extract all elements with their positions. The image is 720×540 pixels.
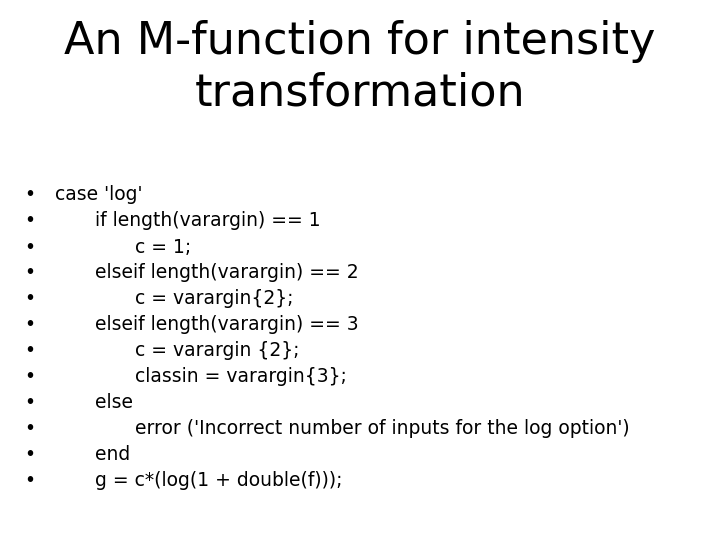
- Text: •: •: [24, 341, 35, 361]
- Text: •: •: [24, 471, 35, 490]
- Text: c = varargin {2};: c = varargin {2};: [135, 341, 300, 361]
- Text: g = c*(log(1 + double(f)));: g = c*(log(1 + double(f)));: [95, 471, 343, 490]
- Text: •: •: [24, 394, 35, 413]
- Text: classin = varargin{3};: classin = varargin{3};: [135, 368, 347, 387]
- Text: •: •: [24, 289, 35, 308]
- Text: •: •: [24, 315, 35, 334]
- Text: •: •: [24, 446, 35, 464]
- Text: elseif length(varargin) == 3: elseif length(varargin) == 3: [95, 315, 359, 334]
- Text: •: •: [24, 212, 35, 231]
- Text: An M-function for intensity
transformation: An M-function for intensity transformati…: [64, 20, 656, 114]
- Text: •: •: [24, 186, 35, 205]
- Text: else: else: [95, 394, 133, 413]
- Text: error ('Incorrect number of inputs for the log option'): error ('Incorrect number of inputs for t…: [135, 420, 629, 438]
- Text: •: •: [24, 264, 35, 282]
- Text: c = varargin{2};: c = varargin{2};: [135, 289, 294, 308]
- Text: •: •: [24, 238, 35, 256]
- Text: elseif length(varargin) == 2: elseif length(varargin) == 2: [95, 264, 359, 282]
- Text: end: end: [95, 446, 130, 464]
- Text: •: •: [24, 420, 35, 438]
- Text: c = 1;: c = 1;: [135, 238, 192, 256]
- Text: if length(varargin) == 1: if length(varargin) == 1: [95, 212, 320, 231]
- Text: •: •: [24, 368, 35, 387]
- Text: case 'log': case 'log': [55, 186, 143, 205]
